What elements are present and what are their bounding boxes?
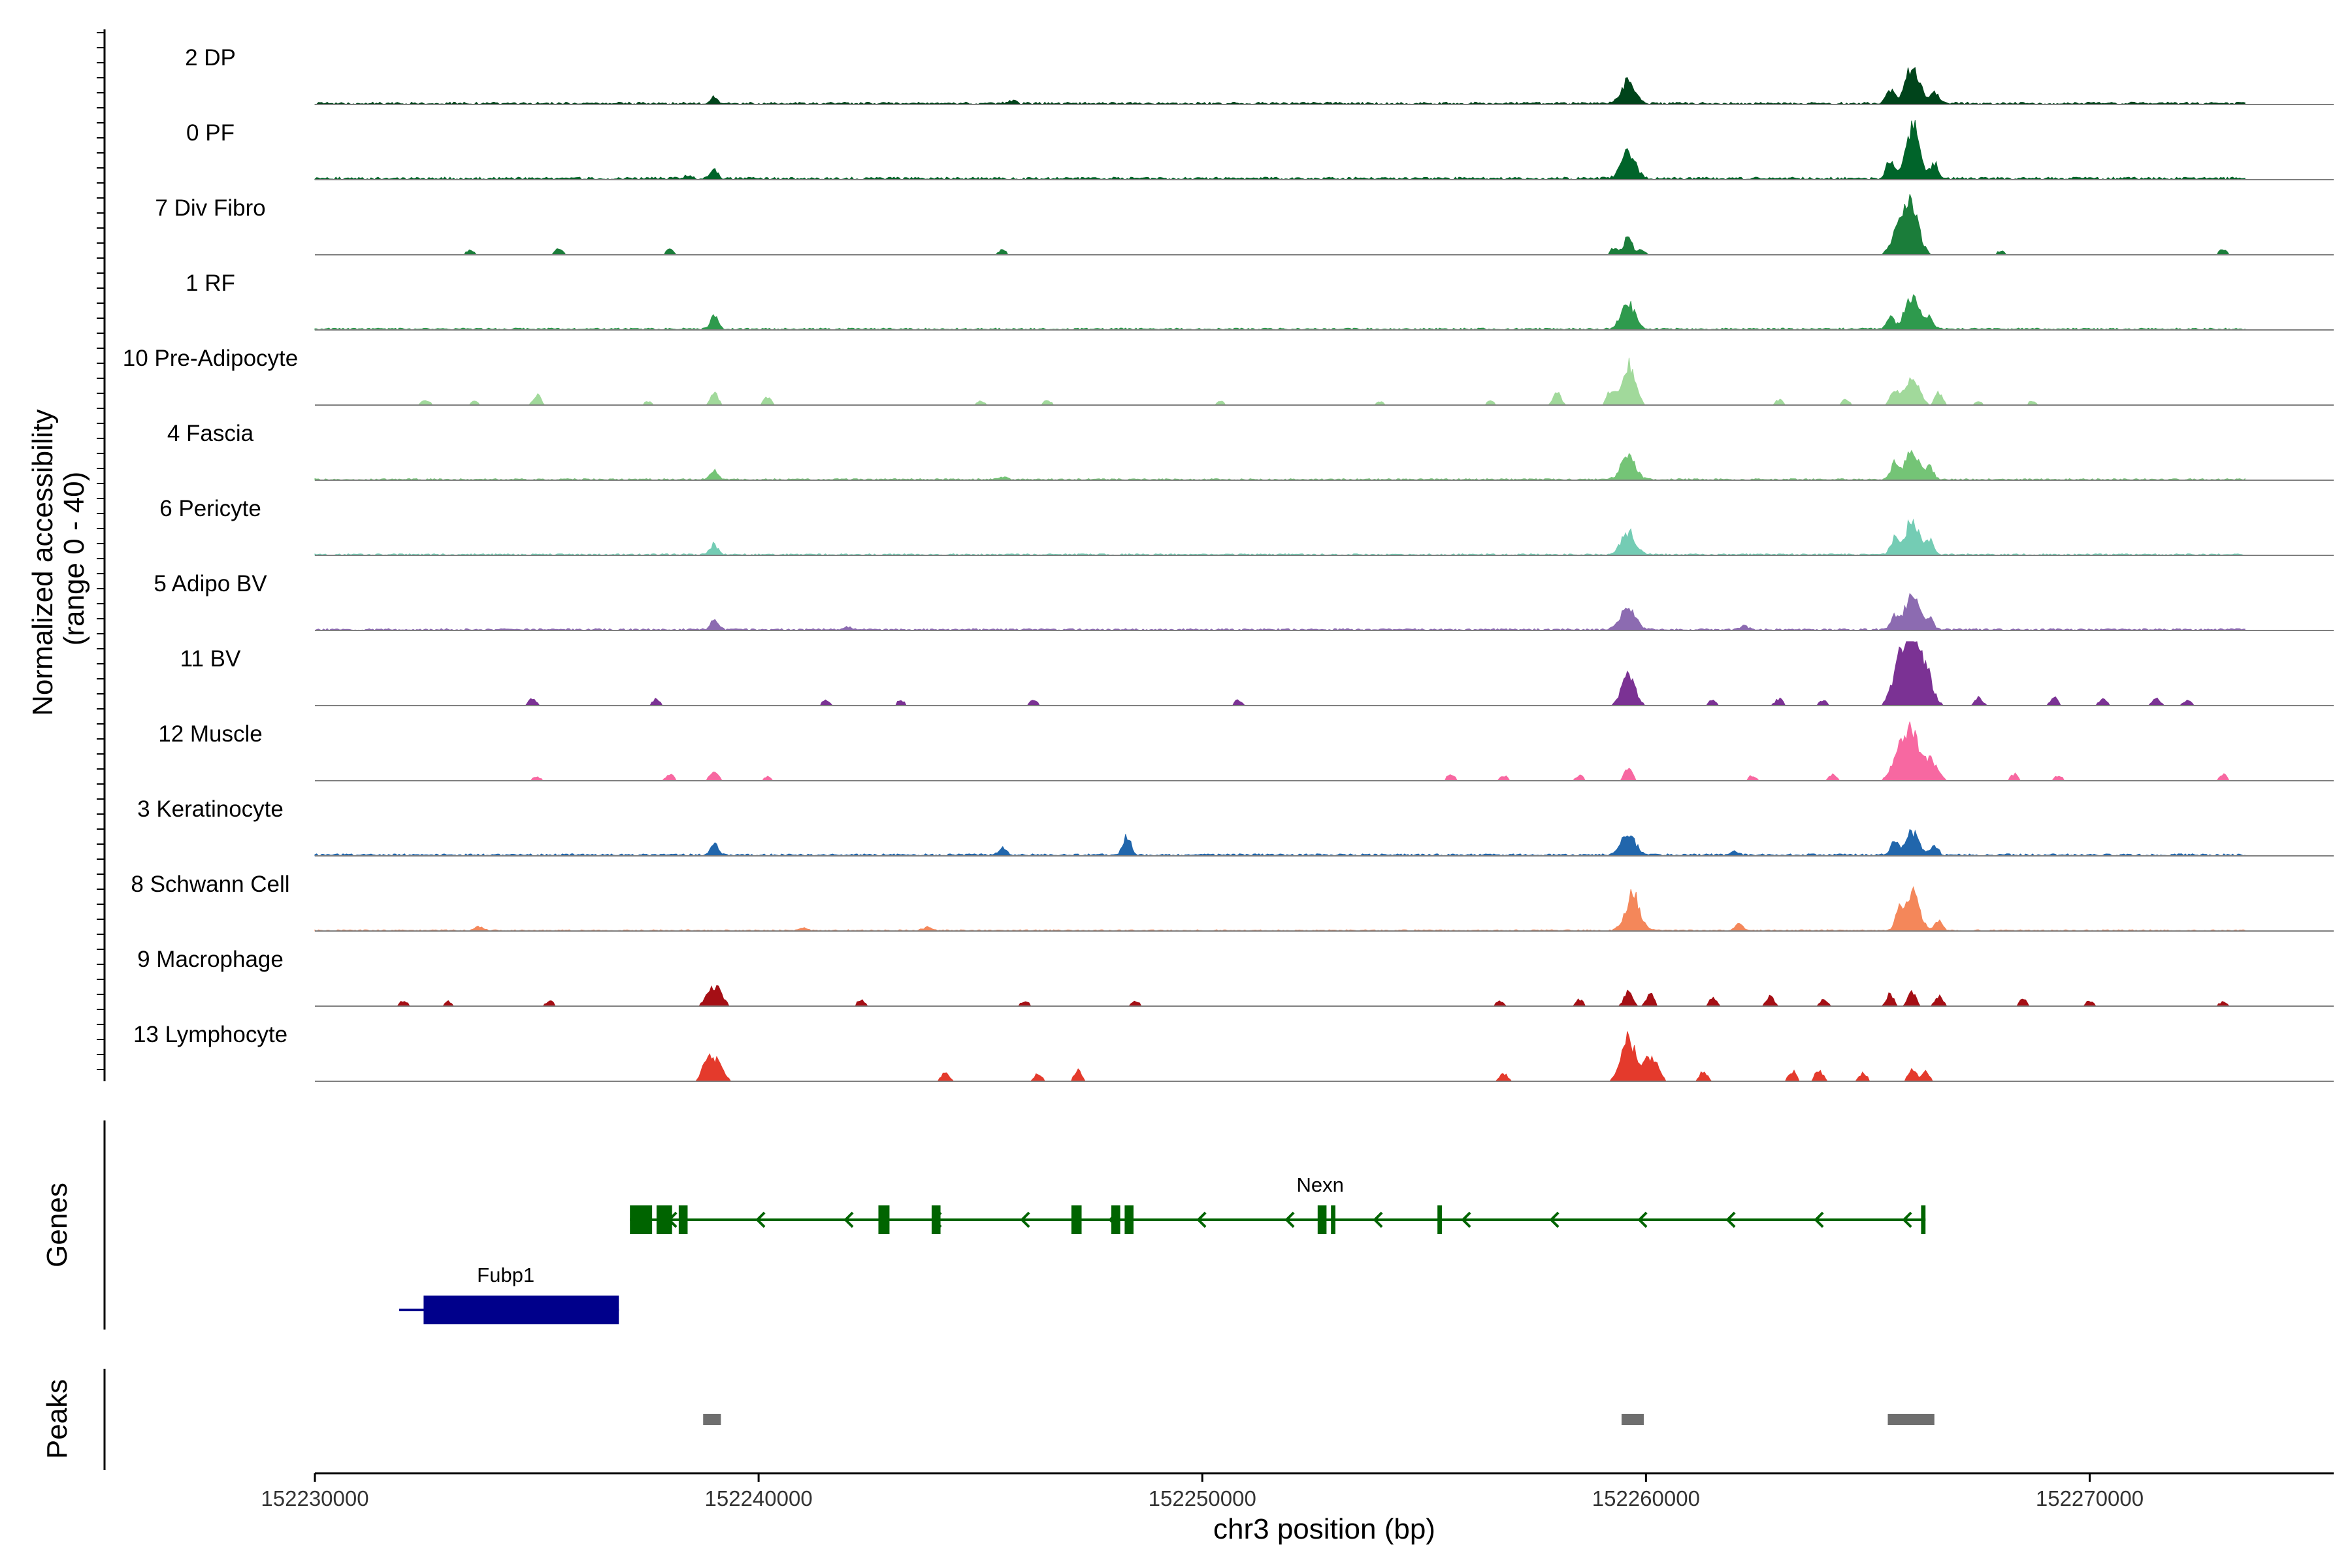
- y-axis-title-line2: (range 0 - 40): [58, 472, 90, 646]
- track-label: 3 Keratinocyte: [137, 796, 284, 822]
- track: 13 Lymphocyte: [133, 1022, 2334, 1082]
- y-axis-title-line1: Normalized accessibility: [27, 409, 59, 715]
- track: 6 Pericyte: [159, 496, 2334, 556]
- gene-models: Nexn Fubp1: [399, 1173, 1926, 1324]
- track-label: 4 Fascia: [167, 421, 254, 446]
- track: 3 Keratinocyte: [137, 796, 2334, 857]
- strand-arrow: [1725, 1211, 1736, 1228]
- track-label: 0 PF: [186, 120, 235, 146]
- strand-arrow: [1196, 1211, 1207, 1228]
- track-label: 1 RF: [186, 270, 235, 296]
- x-axis-ticks: 152230000 152240000 152250000 152260000 1522…: [261, 1473, 2144, 1511]
- strand-arrow: [1020, 1211, 1030, 1228]
- strand-arrow: [1549, 1211, 1560, 1228]
- track: 2 DP: [185, 45, 2334, 105]
- track: 4 Fascia: [167, 421, 2334, 481]
- coverage-tracks: 2 DP 0 PF 7 Div Fibro 1 RF 10 Pre-Adipocyte 4…: [123, 45, 2334, 1082]
- x-axis-title: chr3 position (bp): [1213, 1513, 1435, 1545]
- peaks-panel-label: Peaks: [41, 1379, 73, 1459]
- track: 5 Adipo BV: [154, 571, 2334, 631]
- exon: [1437, 1205, 1442, 1234]
- peak-region: [1622, 1414, 1644, 1425]
- exon: [630, 1205, 653, 1234]
- track: 10 Pre-Adipocyte: [123, 346, 2334, 406]
- x-tick-label: 152260000: [1592, 1486, 1700, 1511]
- genes-panel: Genes Nexn Fubp1: [41, 1120, 1926, 1330]
- exon: [878, 1205, 890, 1234]
- track: 8 Schwann Cell: [131, 872, 2334, 932]
- peak-region: [703, 1414, 721, 1425]
- coverage-y-ticks: [97, 32, 105, 1070]
- track-label: 13 Lymphocyte: [133, 1022, 287, 1047]
- exon: [1071, 1205, 1082, 1234]
- gene-label: Nexn: [1297, 1173, 1344, 1196]
- exon: [678, 1205, 688, 1234]
- strand-arrow: [843, 1211, 854, 1228]
- exon: [1317, 1205, 1327, 1234]
- x-axis: 152230000 152240000 152250000 152260000 1522…: [261, 1472, 2334, 1545]
- track-label: 11 BV: [180, 646, 241, 672]
- genes-panel-label: Genes: [41, 1183, 73, 1267]
- track-label: 10 Pre-Adipocyte: [123, 346, 298, 371]
- exon: [1111, 1205, 1120, 1234]
- strand-arrow: [1373, 1211, 1383, 1228]
- track: 7 Div Fibro: [155, 194, 2334, 255]
- strand-arrow: [755, 1211, 766, 1228]
- coverage-area: [314, 593, 2246, 631]
- exon: [1124, 1205, 1134, 1234]
- track: 1 RF: [186, 270, 2334, 331]
- track-label: 6 Pericyte: [159, 496, 261, 521]
- strand-arrow: [1284, 1211, 1295, 1228]
- track: 0 PF: [186, 120, 2334, 180]
- x-tick-label: 152270000: [2036, 1486, 2144, 1511]
- track-label: 2 DP: [185, 45, 236, 71]
- peak-region: [1887, 1414, 1935, 1425]
- track-label: 12 Muscle: [158, 721, 263, 747]
- track-label: 8 Schwann Cell: [131, 872, 289, 897]
- track: 9 Macrophage: [137, 947, 2334, 1007]
- gene-model: Nexn: [630, 1173, 1926, 1234]
- exon: [1331, 1205, 1335, 1234]
- coverage-panel: 2 DP 0 PF 7 Div Fibro 1 RF 10 Pre-Adipocyte 4…: [27, 29, 2334, 1082]
- exon: [1921, 1205, 1926, 1234]
- peak-regions: [703, 1414, 1935, 1425]
- strand-arrow: [1814, 1211, 1824, 1228]
- x-tick-label: 152240000: [705, 1486, 813, 1511]
- x-tick-label: 152230000: [261, 1486, 368, 1511]
- track-label: 7 Div Fibro: [155, 195, 265, 221]
- exon: [423, 1296, 619, 1324]
- peaks-panel: Peaks: [41, 1369, 1935, 1470]
- exon: [931, 1205, 941, 1234]
- coverage-area: [314, 294, 2246, 331]
- x-tick-label: 152250000: [1149, 1486, 1256, 1511]
- strand-arrow: [1902, 1211, 1912, 1228]
- gene-label: Fubp1: [477, 1264, 534, 1286]
- track: 12 Muscle: [158, 721, 2334, 781]
- track-label: 9 Macrophage: [137, 947, 284, 972]
- y-axis-title: Normalized accessibility (range 0 - 40): [27, 401, 90, 716]
- track-label: 5 Adipo BV: [154, 571, 267, 596]
- strand-arrow: [1461, 1211, 1471, 1228]
- track: 11 BV: [180, 641, 2334, 706]
- exon: [656, 1205, 672, 1234]
- gene-model: Fubp1: [399, 1264, 619, 1324]
- strand-arrow: [1637, 1211, 1648, 1228]
